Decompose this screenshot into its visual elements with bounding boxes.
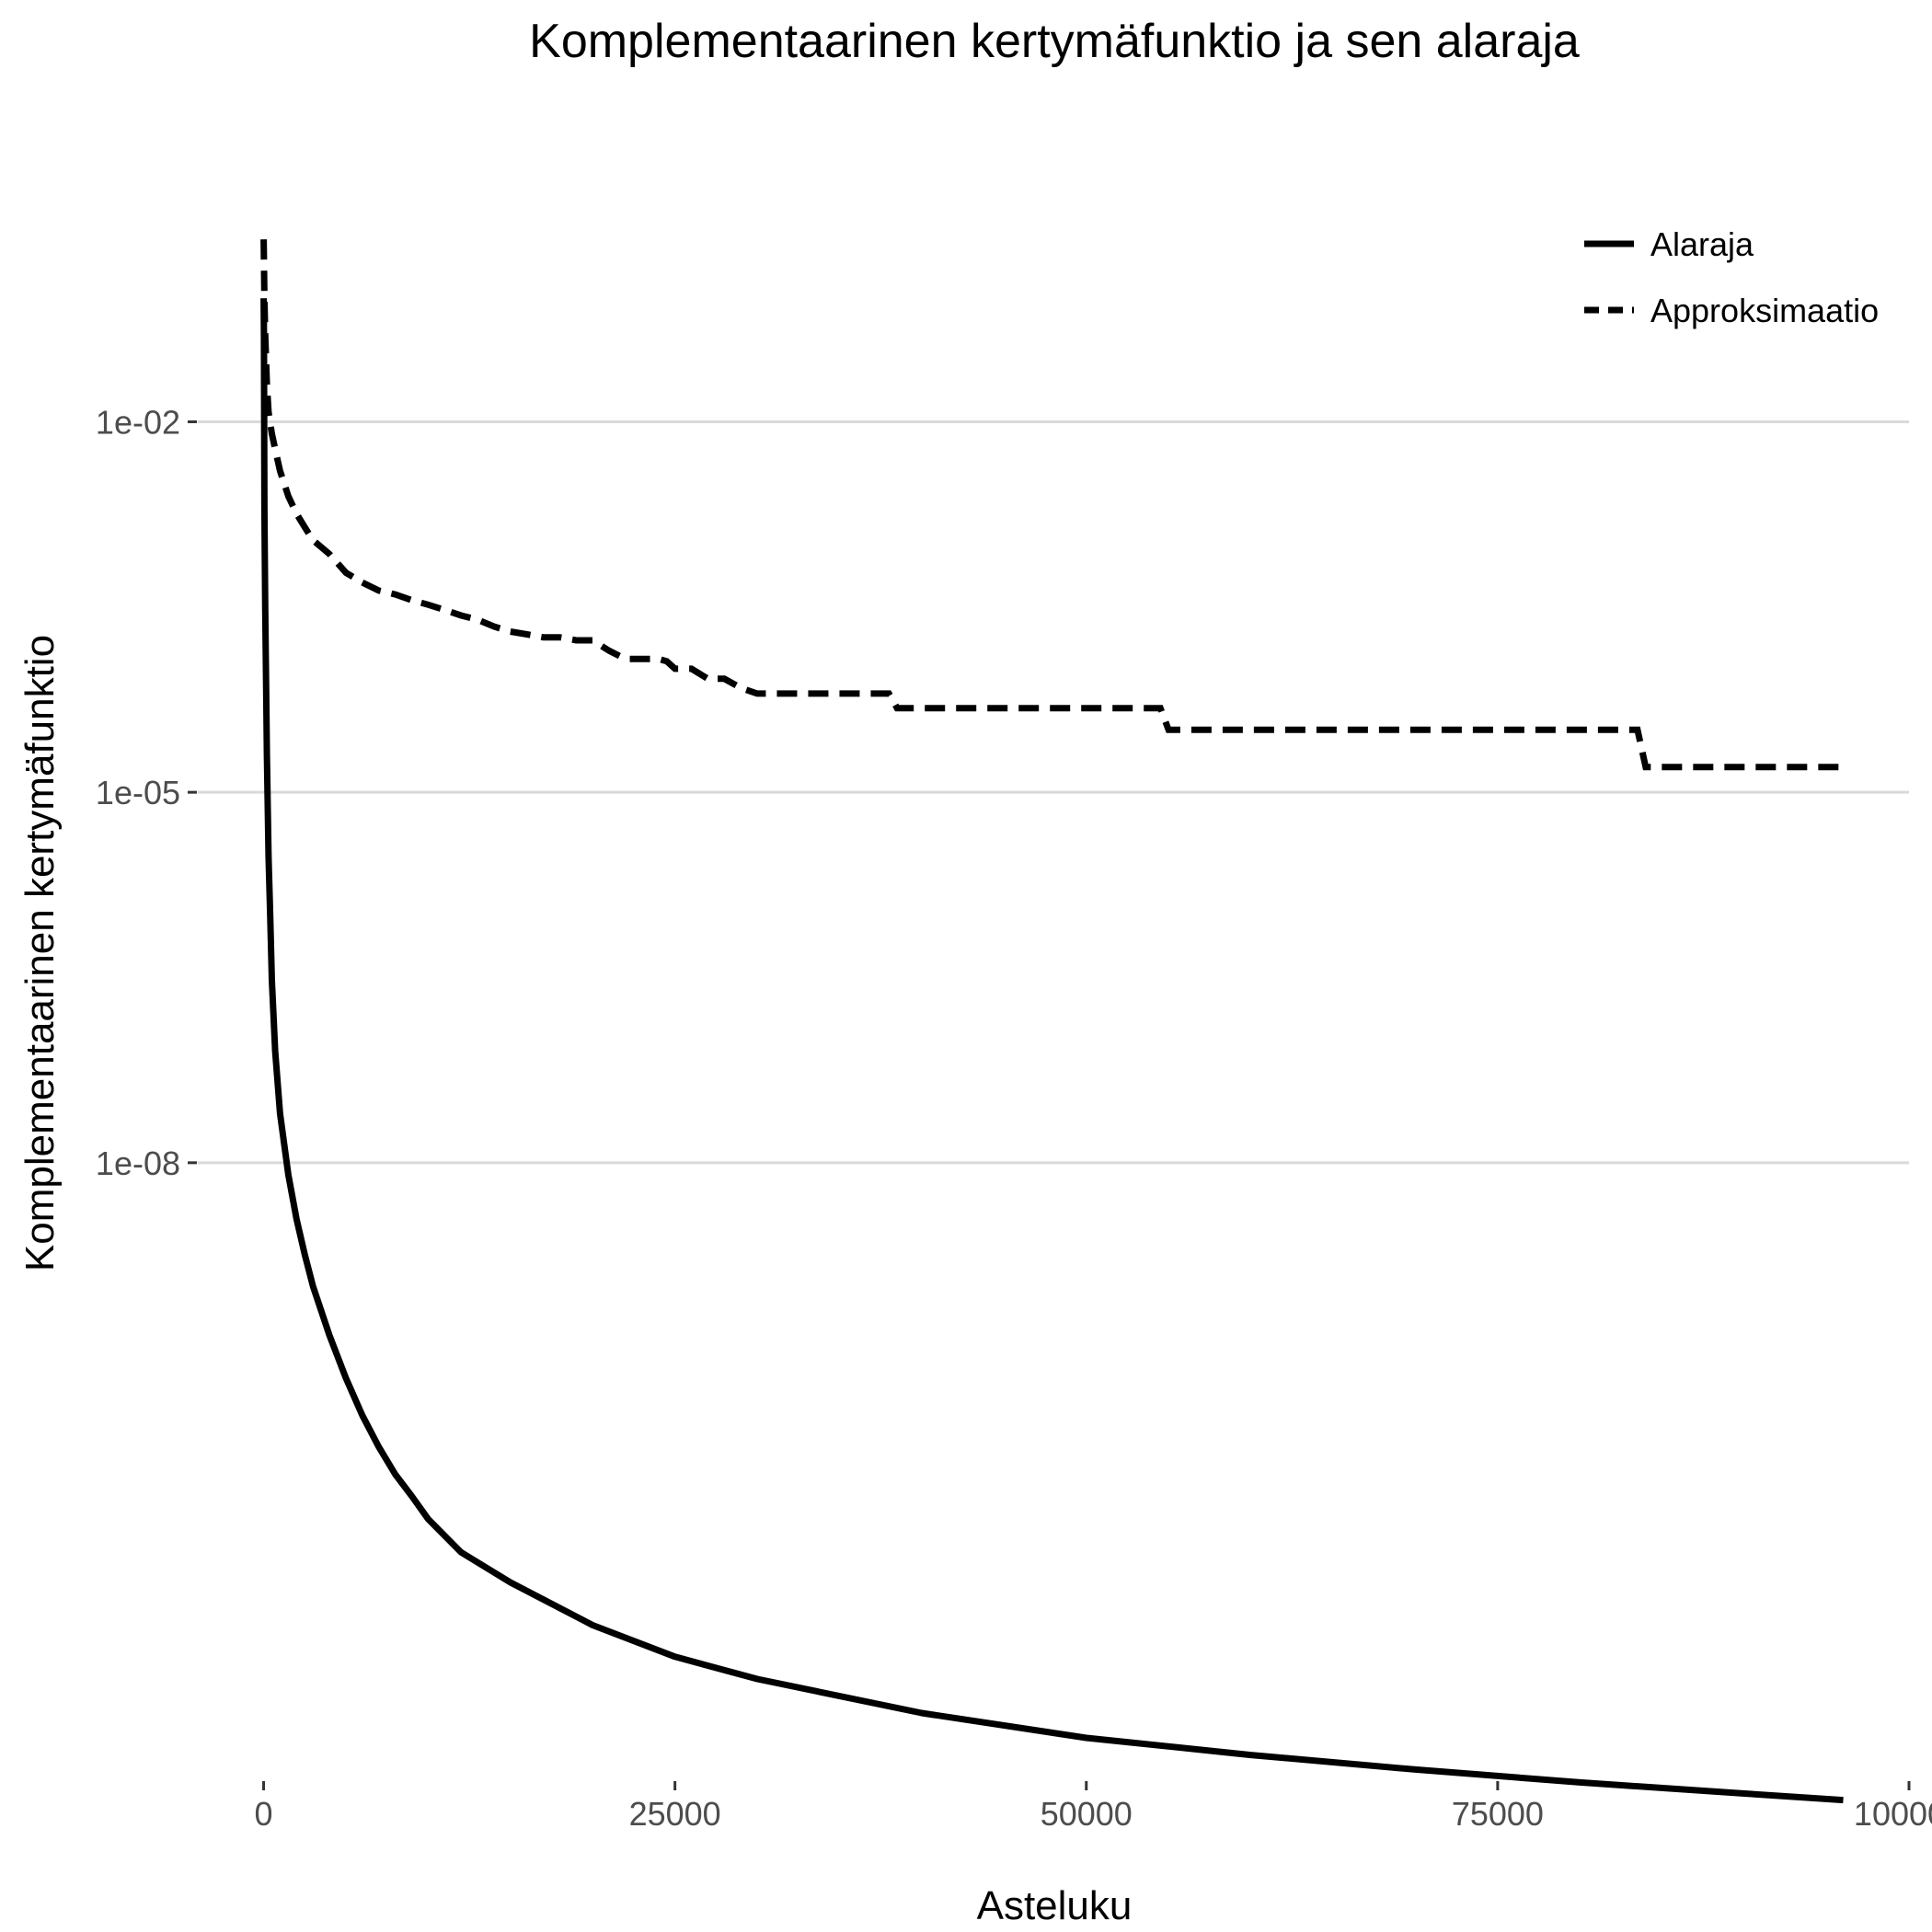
legend-label: Approksimaatio: [1650, 292, 1879, 329]
series-line-approksimaatio: [260, 239, 1844, 771]
y-tick-label: 1e-08: [96, 1144, 180, 1182]
x-axis-label: Asteluku: [977, 1883, 1133, 1928]
y-tick-label: 1e-05: [96, 774, 180, 811]
y-axis-ticks: 1e-02 1e-05 1e-08: [96, 403, 197, 1182]
gridlines: [198, 420, 1909, 1165]
x-axis-ticks: 0 25000 50000 75000 100000: [255, 1781, 1932, 1833]
x-tick-label: 50000: [1041, 1795, 1133, 1833]
y-tick-label: 1e-02: [96, 403, 180, 441]
x-tick-label: 75000: [1452, 1795, 1544, 1833]
plot-series: [260, 239, 1844, 1804]
x-tick-label: 25000: [629, 1795, 721, 1833]
y-axis-label: Komplementaarinen kertymäfunktio: [17, 635, 63, 1271]
x-tick-label: 100000: [1854, 1795, 1932, 1833]
legend-label: Alaraja: [1650, 225, 1754, 263]
legend: Alaraja Approksimaatio: [1584, 225, 1879, 329]
x-tick-label: 0: [255, 1795, 273, 1833]
series-line-alaraja: [260, 298, 1844, 1804]
chart-title: Komplementaarinen kertymäfunktio ja sen …: [529, 15, 1580, 68]
